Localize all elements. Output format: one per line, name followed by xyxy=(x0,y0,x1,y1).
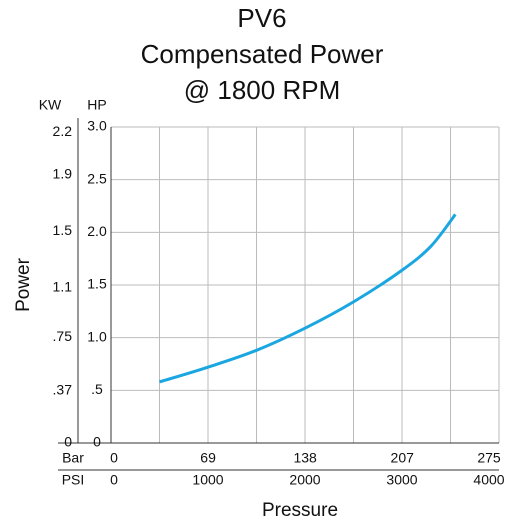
x2-tick-label: 275 xyxy=(477,450,501,466)
y2-tick-label: .75 xyxy=(53,328,73,344)
y2-tick-label: 0 xyxy=(64,434,72,450)
chart-title: @ 1800 RPM xyxy=(184,75,340,105)
x-axis-label: Pressure xyxy=(262,500,338,521)
y2-unit-label: KW xyxy=(39,97,62,113)
y-tick-label: 0 xyxy=(93,434,101,450)
data-line xyxy=(159,213,457,384)
y-tick-label: 2.0 xyxy=(87,223,107,239)
x2-tick-label: 69 xyxy=(200,450,216,466)
x-tick-label: 3000 xyxy=(386,472,417,488)
x-tick-label: 4000 xyxy=(473,472,504,488)
y2-tick-label: 2.2 xyxy=(53,123,73,139)
chart-title: Compensated Power xyxy=(141,39,384,69)
y-tick-label: 1.0 xyxy=(87,328,107,344)
x-unit-label: PSI xyxy=(62,472,85,488)
y-unit-label: HP xyxy=(87,97,106,113)
y2-tick-label: 1.1 xyxy=(53,278,73,294)
x2-unit-label: Bar xyxy=(62,450,84,466)
y-tick-label: 1.5 xyxy=(87,276,107,292)
x-tick-label: 0 xyxy=(110,472,118,488)
x2-tick-label: 138 xyxy=(293,450,317,466)
y-tick-label: 2.5 xyxy=(87,170,107,186)
y-tick-label: .5 xyxy=(91,381,103,397)
x2-tick-label: 0 xyxy=(110,450,118,466)
y2-tick-label: 1.5 xyxy=(53,222,73,238)
x-tick-label: 2000 xyxy=(289,472,320,488)
x-tick-label: 1000 xyxy=(192,472,223,488)
chart-title: PV6 xyxy=(237,3,286,33)
y-tick-label: 3.0 xyxy=(87,118,107,134)
y2-tick-label: .37 xyxy=(53,381,73,397)
x2-tick-label: 207 xyxy=(391,450,415,466)
y2-tick-label: 1.9 xyxy=(53,165,73,181)
y-axis-label: Power xyxy=(13,257,34,312)
